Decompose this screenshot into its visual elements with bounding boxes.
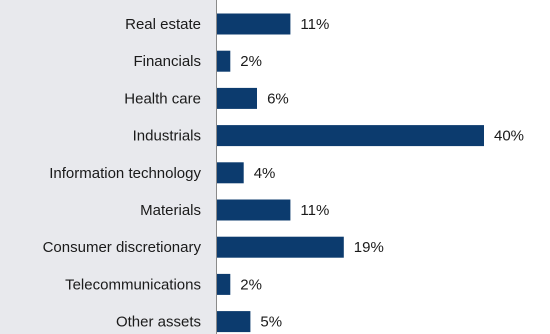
bar (217, 273, 231, 295)
bar (217, 125, 484, 147)
category-label: Information technology (49, 165, 201, 182)
bar (217, 87, 257, 109)
plot-area (216, 0, 550, 334)
value-label: 2% (240, 53, 262, 70)
value-label: 5% (260, 314, 282, 331)
category-label: Financials (133, 53, 201, 70)
bar (217, 199, 291, 221)
value-label: 6% (267, 90, 289, 107)
bar (217, 236, 344, 258)
category-label: Materials (140, 202, 201, 219)
bars-group (217, 13, 484, 333)
category-label: Real estate (125, 16, 201, 33)
category-label: Consumer discretionary (43, 239, 202, 256)
category-label: Health care (124, 90, 201, 107)
bar (217, 50, 231, 72)
value-label: 4% (254, 165, 276, 182)
category-label: Other assets (116, 314, 201, 331)
value-labels-group: 11% 2% 6% 40% 4% 11% 19% 2% 5% (240, 16, 524, 331)
value-label: 19% (354, 239, 384, 256)
value-label: 11% (300, 202, 329, 219)
category-label: Industrials (133, 128, 201, 145)
value-label: 2% (240, 276, 262, 293)
bar (217, 162, 244, 184)
category-label: Telecommunications (65, 276, 201, 293)
value-label: 40% (494, 128, 524, 145)
category-labels-group: Real estate Financials Health care Industri… (43, 16, 202, 331)
value-label: 11% (300, 16, 329, 33)
bar (217, 311, 251, 333)
bar (217, 13, 291, 35)
